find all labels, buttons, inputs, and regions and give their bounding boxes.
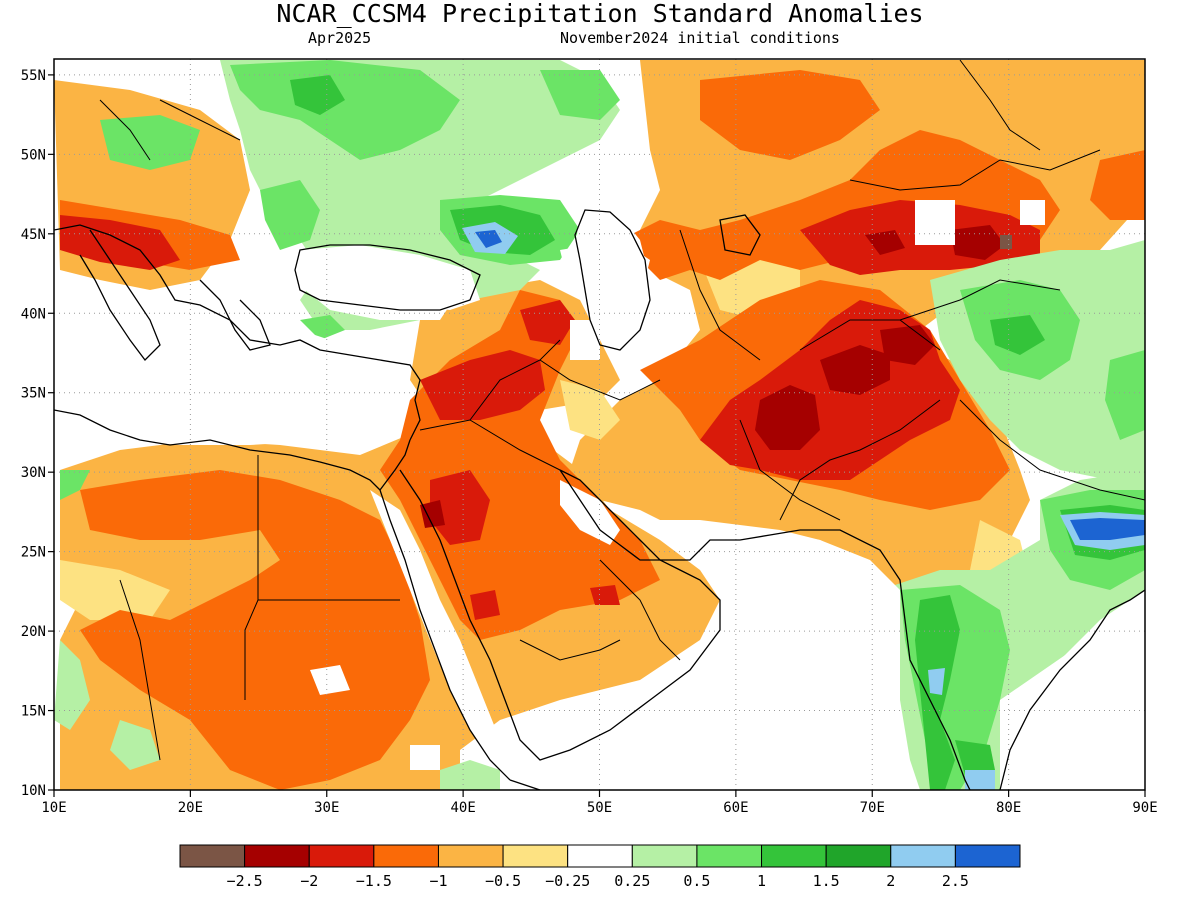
colorbar-swatch: [308, 844, 375, 868]
y-tick-label: 35N: [21, 386, 46, 402]
y-tick-label: 45N: [21, 227, 46, 243]
x-tick-label: 50E: [587, 800, 612, 816]
colorbar-label: −2.5: [227, 872, 263, 890]
colorbar-swatch: [373, 844, 439, 868]
x-tick-label: 60E: [723, 800, 748, 816]
coastlines: [54, 209, 1145, 790]
colorbar-label: −2: [300, 872, 318, 890]
colorbar: −2.5 −2 −1.5 −1 −0.5 −0.25 0.25 0.5 1 1.5 2 2.5: [179, 844, 1021, 890]
colorbar-swatch: [631, 844, 698, 868]
colorbar-label: −0.25: [545, 872, 590, 890]
x-tick-label: 10E: [41, 800, 66, 816]
x-tick-label: 80E: [996, 800, 1021, 816]
colorbar-swatch: [437, 844, 504, 868]
colorbar-swatch: [502, 844, 569, 868]
y-tick-label: 20N: [21, 624, 46, 640]
colorbar-swatch: [696, 844, 763, 868]
x-tick-label: 70E: [860, 800, 885, 816]
colorbar-label: 1: [757, 872, 766, 890]
y-tick-label: 50N: [21, 147, 46, 163]
colorbar-label: 0.25: [614, 872, 650, 890]
x-tick-label: 90E: [1132, 800, 1157, 816]
colorbar-label: −1.5: [356, 872, 392, 890]
x-tick-label: 40E: [450, 800, 475, 816]
colorbar-swatch: [179, 844, 246, 868]
colorbar-swatch: [890, 844, 956, 868]
valid-month-label: Apr2025: [308, 29, 372, 47]
colorbar-swatch: [825, 844, 892, 868]
y-tick-label: 40N: [21, 306, 46, 322]
colorbar-label: −1: [429, 872, 447, 890]
colorbar-label: −0.5: [485, 872, 521, 890]
y-tick-label: 15N: [21, 704, 46, 720]
init-conditions-label: November2024 initial conditions: [560, 29, 840, 47]
y-tick-label: 10N: [21, 783, 46, 799]
anomaly-field: [54, 59, 1145, 790]
borders: [99, 59, 1145, 761]
x-tick-label: 20E: [178, 800, 203, 816]
colorbar-swatch: [244, 844, 310, 868]
x-tick-label: 30E: [314, 800, 339, 816]
colorbar-label: 2.5: [942, 872, 969, 890]
colorbar-swatch: [954, 844, 1021, 868]
colorbar-label: 0.5: [683, 872, 710, 890]
y-tick-label: 55N: [21, 68, 46, 84]
chart-title: NCAR_CCSM4 Precipitation Standard Anomal…: [276, 0, 924, 28]
colorbar-swatch: [761, 844, 827, 868]
y-tick-label: 30N: [21, 465, 46, 481]
colorbar-swatch: [567, 844, 633, 868]
y-tick-label: 25N: [21, 545, 46, 561]
colorbar-label: 1.5: [813, 872, 840, 890]
colorbar-label: 2: [886, 872, 895, 890]
